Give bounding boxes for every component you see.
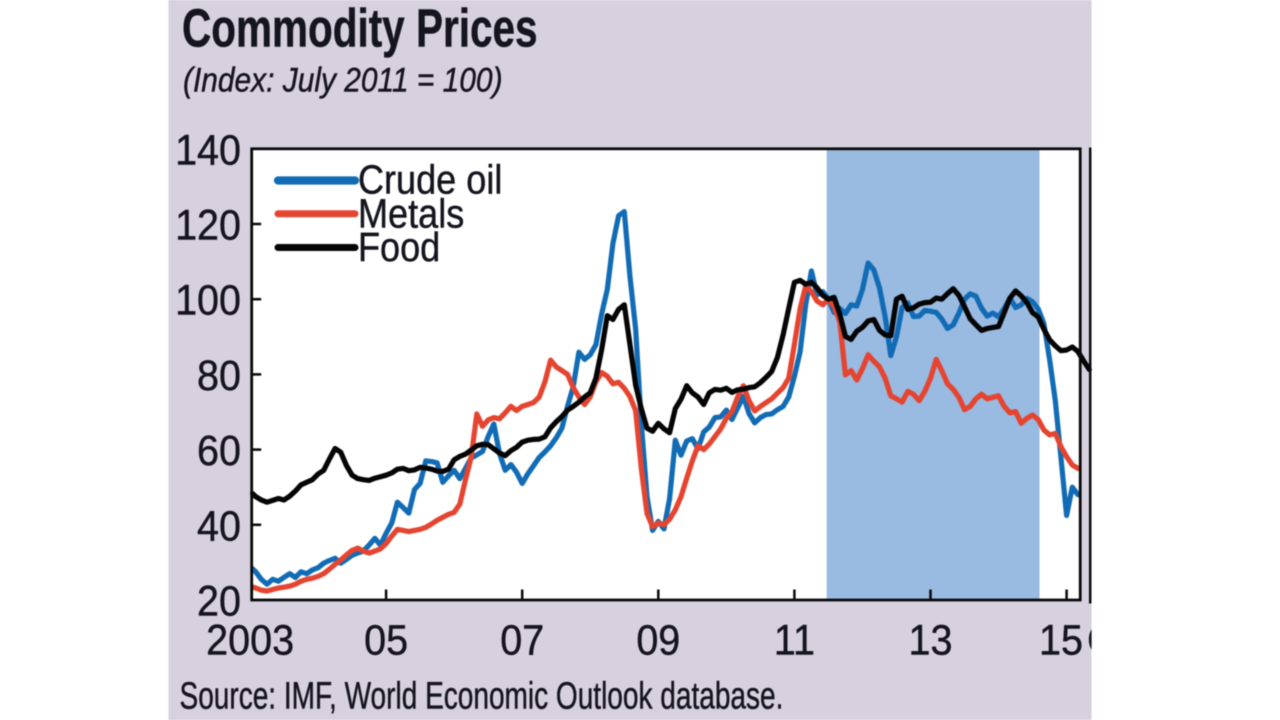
svg-text:120: 120 (175, 201, 241, 249)
svg-text:07: 07 (500, 616, 544, 664)
svg-text:20: 20 (197, 577, 241, 625)
svg-text:13: 13 (909, 616, 953, 664)
svg-text:80: 80 (197, 352, 241, 400)
svg-text:2003: 2003 (206, 616, 294, 664)
svg-text:11: 11 (774, 616, 815, 664)
svg-text:40: 40 (197, 502, 241, 550)
svg-text:100: 100 (175, 276, 241, 324)
svg-text:Metals: Metals (358, 191, 464, 237)
svg-text:140: 140 (175, 126, 241, 174)
svg-text:05: 05 (364, 616, 408, 664)
svg-text:(Index: July 2011 = 100): (Index: July 2011 = 100) (183, 61, 503, 99)
svg-text:60: 60 (197, 427, 241, 475)
svg-text:09: 09 (636, 616, 680, 664)
svg-text:Crude oil: Crude oil (358, 158, 502, 204)
svg-text:Food: Food (358, 225, 440, 271)
svg-text:15: 15 (1039, 616, 1083, 664)
svg-text:Commodity Prices: Commodity Prices (182, 0, 538, 59)
svg-text:Source: IMF, World Economic Ou: Source: IMF, World Economic Outlook data… (180, 675, 784, 717)
